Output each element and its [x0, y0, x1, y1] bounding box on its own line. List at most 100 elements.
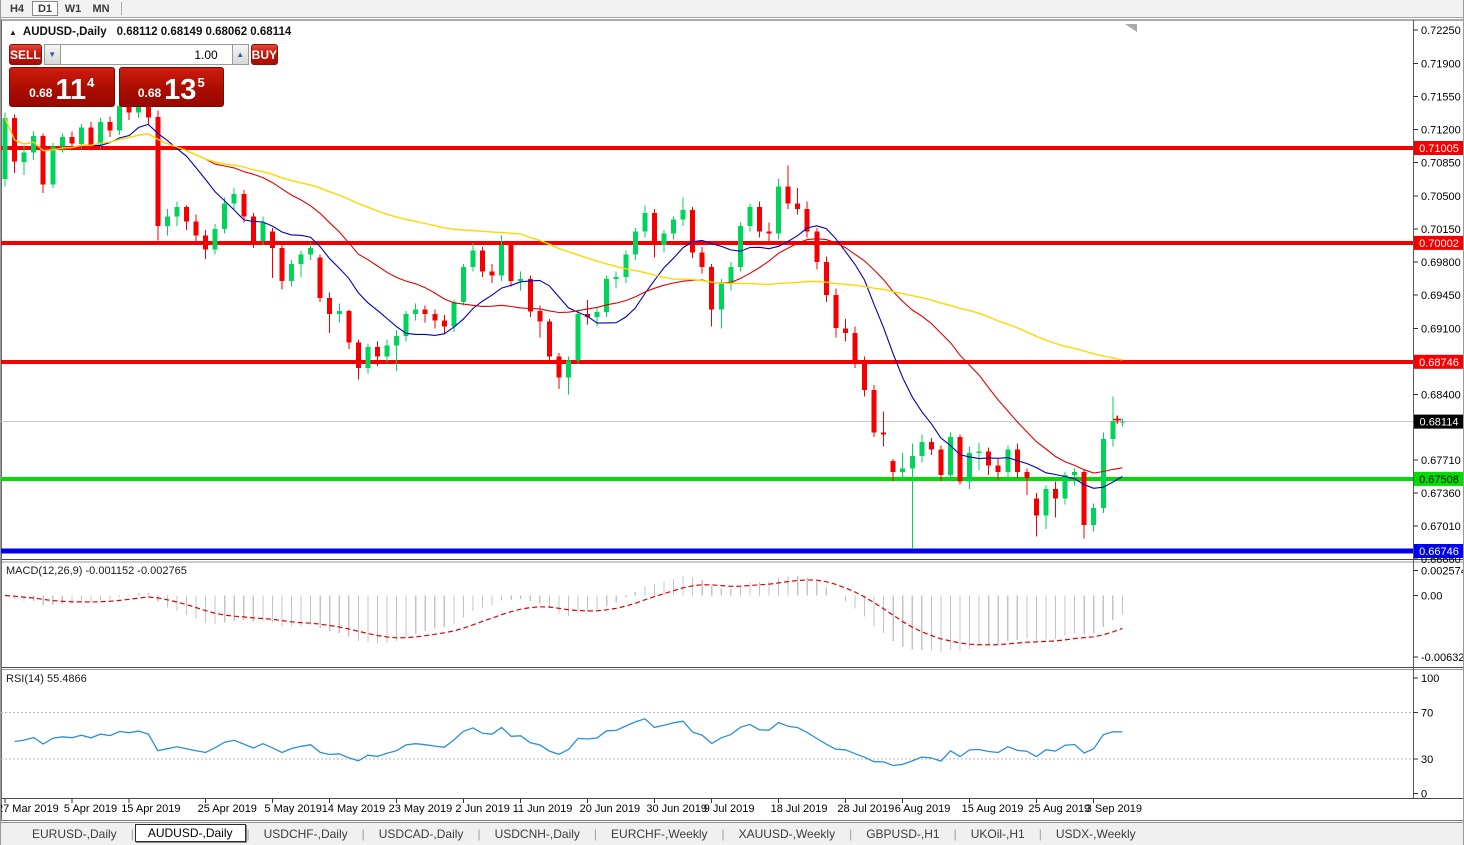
date-axis: 27 Mar 2019 5 Apr 2019 15 Apr 2019 25 Apr 2… [1, 799, 1142, 815]
svg-text:0.70002: 0.70002 [1419, 238, 1459, 250]
sell-price-display[interactable]: 0.68 11 4 [9, 67, 115, 107]
timeframe-button-d1[interactable]: D1 [32, 1, 58, 16]
svg-text:5 May 2019: 5 May 2019 [264, 803, 321, 815]
collapse-panel-icon[interactable]: ▲ [9, 27, 17, 37]
svg-text:0.72250: 0.72250 [1421, 25, 1461, 37]
svg-text:0.66746: 0.66746 [1419, 546, 1459, 558]
buy-button[interactable]: BUY [250, 44, 279, 65]
chart-tab-eurusd-daily[interactable]: EURUSD-,Daily [32, 827, 117, 841]
buy-price-big-digits: 13 [164, 74, 197, 106]
timeframe-button-h4[interactable]: H4 [9, 2, 25, 15]
macd-signal-line [4, 579, 1123, 646]
svg-text:0.68114: 0.68114 [1420, 417, 1459, 429]
svg-text:0.69100: 0.69100 [1421, 323, 1461, 335]
svg-text:0.67010: 0.67010 [1421, 521, 1461, 533]
price-badges: 0.71005 0.70002 0.68746 0.67508 0.66746 0.681… [1414, 141, 1463, 558]
sell-price-big-digits: 11 [55, 74, 87, 106]
svg-text:30 Jun 2019: 30 Jun 2019 [646, 803, 707, 815]
chart-canvas[interactable]: 0.72250 0.71900 0.71550 0.71200 0.70850 0.705… [1, 18, 1464, 822]
volume-stepper: ▼ ▲ [43, 44, 249, 65]
svg-text:5 Apr 2019: 5 Apr 2019 [64, 803, 117, 815]
svg-text:70: 70 [1421, 708, 1433, 720]
svg-text:6 Aug 2019: 6 Aug 2019 [895, 803, 951, 815]
tab-separator: | [246, 827, 250, 841]
macd-main-value: -0.001152 [85, 565, 135, 577]
svg-text:0.00: 0.00 [1421, 591, 1442, 603]
chart-tab-usdcad-daily[interactable]: USDCAD-,Daily [378, 827, 464, 841]
moving-average-55 [4, 117, 1123, 361]
sell-price-pip-digit: 4 [87, 75, 95, 90]
ask-price-marker [1113, 415, 1122, 424]
svg-text:0.71005: 0.71005 [1419, 143, 1459, 155]
svg-text:0.68746: 0.68746 [1419, 357, 1459, 369]
chart-tabs-bar: EURUSD-,Daily | AUDUSD-,Daily | USDCHF-,Dail… [1, 822, 1463, 845]
sell-price-prefix: 0.68 [29, 86, 53, 100]
svg-text:0.69800: 0.69800 [1421, 257, 1461, 269]
tab-separator: | [1038, 827, 1042, 841]
rsi-line [14, 718, 1123, 767]
svg-text:23 May 2019: 23 May 2019 [389, 803, 453, 815]
svg-text:25 Apr 2019: 25 Apr 2019 [198, 803, 257, 815]
svg-text:0.70150: 0.70150 [1421, 224, 1461, 236]
sell-button[interactable]: SELL [9, 44, 42, 65]
svg-text:18 Jul 2019: 18 Jul 2019 [771, 803, 828, 815]
buy-price-display[interactable]: 0.68 13 5 [118, 67, 224, 107]
one-click-trading-panel: SELL ▼ ▲ BUY 0.68 11 4 0.68 13 5 [9, 44, 279, 107]
toolbar-separator [121, 2, 122, 15]
rsi-value: 55.4866 [46, 673, 87, 685]
macd-indicator-label: MACD(12,26,9) -0.001152 -0.002765 [6, 565, 187, 577]
volume-decrease-icon[interactable]: ▼ [43, 44, 61, 65]
buy-price-pip-digit: 5 [197, 75, 205, 90]
svg-text:0.67710: 0.67710 [1421, 455, 1461, 467]
svg-text:0.68400: 0.68400 [1421, 390, 1461, 402]
chart-tab-usdcnh-daily[interactable]: USDCNH-,Daily [494, 827, 580, 841]
volume-increase-icon[interactable]: ▲ [231, 44, 249, 65]
chart-tab-xauusd-weekly[interactable]: XAUUSD-,Weekly [738, 827, 836, 841]
svg-text:2 Jun 2019: 2 Jun 2019 [455, 803, 509, 815]
symbol-header: ▲ AUDUSD-,Daily 0.68112 0.68149 0.68062 … [9, 25, 291, 39]
svg-text:25 Aug 2019: 25 Aug 2019 [1028, 803, 1090, 815]
chart-tab-gbpusd-h1[interactable]: GBPUSD-,H1 [866, 827, 940, 841]
chart-tab-eurchf-weekly[interactable]: EURCHF-,Weekly [611, 827, 708, 841]
svg-text:0: 0 [1421, 789, 1427, 801]
tab-separator: | [593, 827, 598, 841]
timeframe-button-w1[interactable]: W1 [64, 2, 82, 15]
buy-price-prefix: 0.68 [137, 86, 162, 100]
svg-text:15 Apr 2019: 15 Apr 2019 [121, 803, 180, 815]
svg-text:0.69450: 0.69450 [1421, 290, 1461, 302]
svg-text:0.70500: 0.70500 [1421, 191, 1461, 203]
macd-histogram [13, 575, 1123, 653]
chart-tab-usdchf-daily[interactable]: USDCHF-,Daily [263, 827, 348, 841]
svg-text:-0.006326: -0.006326 [1421, 652, 1464, 664]
candlesticks [2, 98, 1125, 549]
svg-text:0.002574: 0.002574 [1421, 566, 1464, 578]
macd-signal-value: -0.002765 [137, 565, 187, 577]
svg-text:0.70850: 0.70850 [1421, 158, 1461, 170]
svg-text:30: 30 [1421, 754, 1433, 766]
svg-text:0.71900: 0.71900 [1421, 58, 1461, 70]
moving-average-10 [4, 117, 1123, 489]
svg-text:0.71200: 0.71200 [1421, 125, 1461, 137]
chart-tab-ukoil-h1[interactable]: UKOil-,H1 [970, 827, 1025, 841]
chart-tab-audusd-daily[interactable]: AUDUSD-,Daily [134, 824, 246, 842]
tab-separator: | [721, 827, 725, 841]
tab-separator: | [849, 827, 853, 841]
tab-separator: | [477, 827, 481, 841]
svg-text:28 Jul 2019: 28 Jul 2019 [837, 803, 894, 815]
timeframe-button-mn[interactable]: MN [92, 2, 110, 15]
svg-text:0.71550: 0.71550 [1421, 91, 1461, 103]
svg-text:9 Jul 2019: 9 Jul 2019 [704, 803, 755, 815]
chart-tab-usdx-weekly[interactable]: USDX-,Weekly [1055, 827, 1136, 841]
svg-text:15 Aug 2019: 15 Aug 2019 [962, 803, 1024, 815]
svg-text:3 Sep 2019: 3 Sep 2019 [1086, 803, 1142, 815]
timeframe-toolbar: H4 D1 W1 MN [1, 0, 1463, 18]
symbol-title: AUDUSD-,Daily [22, 26, 107, 38]
macd-axis: 0.002574 0.00 -0.006326 [1413, 566, 1464, 664]
svg-text:100: 100 [1421, 673, 1439, 685]
chart-shift-icon [1125, 24, 1137, 32]
volume-input[interactable] [60, 44, 232, 65]
price-axis: 0.72250 0.71900 0.71550 0.71200 0.70850 0.705… [1413, 25, 1461, 566]
rsi-axis: 100 70 30 0 [1413, 673, 1439, 801]
svg-text:20 Jun 2019: 20 Jun 2019 [580, 803, 641, 815]
svg-text:11 Jun 2019: 11 Jun 2019 [513, 803, 573, 815]
